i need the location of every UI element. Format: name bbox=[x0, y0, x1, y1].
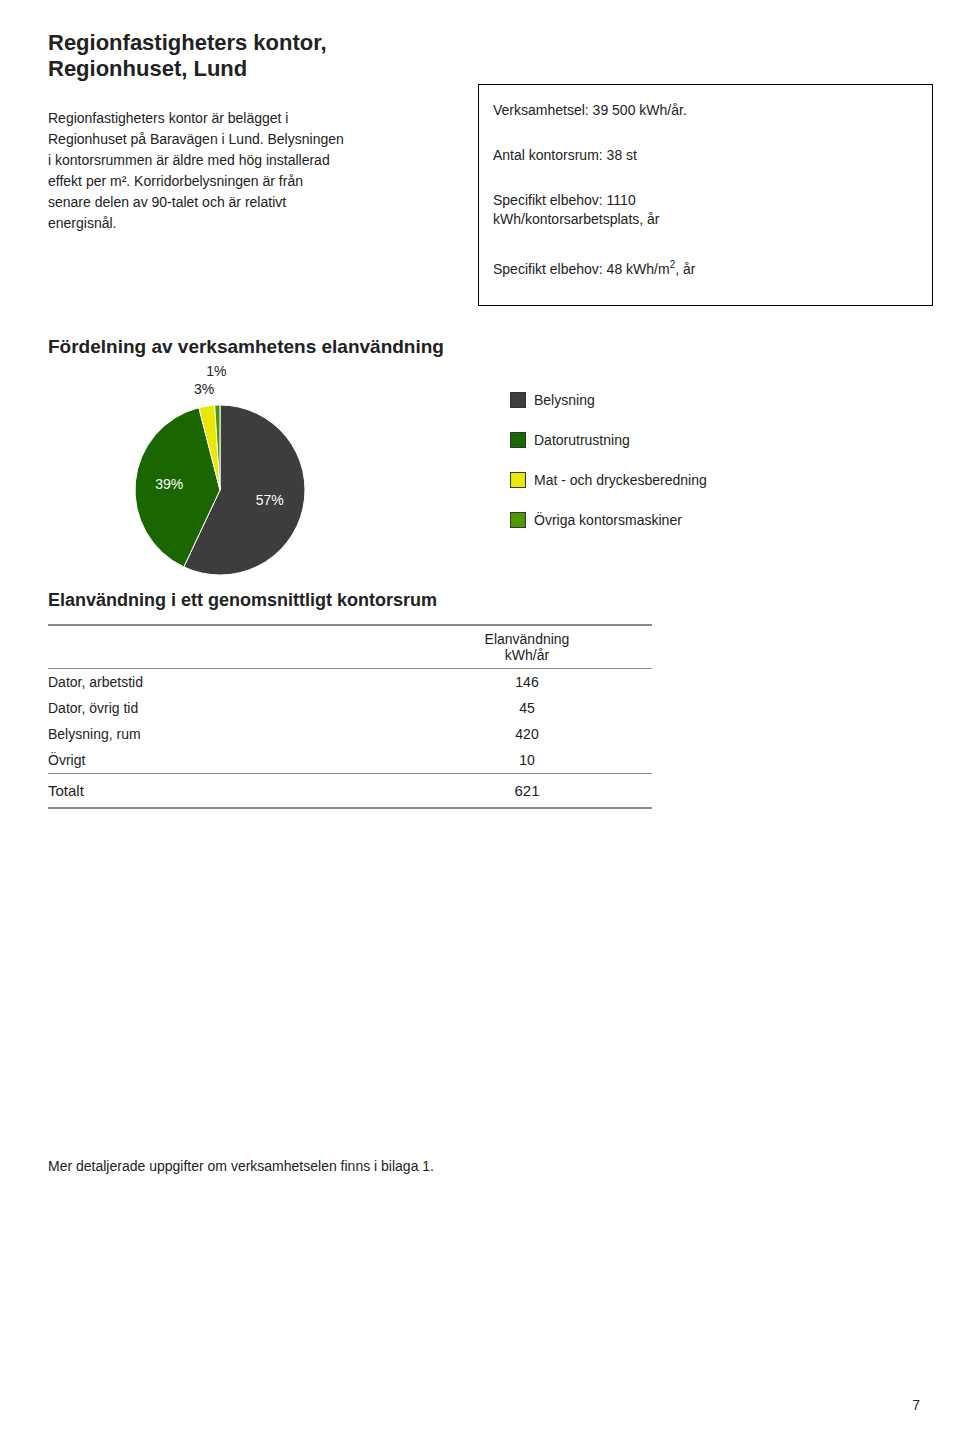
table-cell: 45 bbox=[402, 695, 652, 721]
info-item: Specifikt elbehov: 1110kWh/kontorsarbets… bbox=[493, 191, 918, 229]
table-row: Belysning, rum420 bbox=[48, 721, 652, 747]
legend-swatch bbox=[510, 472, 526, 488]
table-cell: 420 bbox=[402, 721, 652, 747]
legend-item: Övriga kontorsmaskiner bbox=[510, 508, 707, 532]
info-superscript: 2 bbox=[670, 259, 676, 270]
data-label: 1% bbox=[206, 363, 226, 379]
table-cell: Dator, övrig tid bbox=[48, 695, 402, 721]
body-text: senare delen av 90-talet och är relativt bbox=[48, 192, 286, 213]
legend-swatch bbox=[510, 392, 526, 408]
table-row: Övrigt10 bbox=[48, 747, 652, 774]
table-header-text: kWh/år bbox=[402, 647, 652, 663]
info-text: kWh/kontorsarbetsplats, år bbox=[493, 210, 918, 229]
table-body: Dator, arbetstid146Dator, övrig tid45Bel… bbox=[48, 669, 652, 809]
pie-slice bbox=[199, 405, 220, 490]
pie-chart: 57% 39% 3% 1% bbox=[20, 365, 420, 585]
table-row: Dator, övrig tid45 bbox=[48, 695, 652, 721]
legend: Belysning Datorutrustning Mat - och drycke… bbox=[510, 388, 707, 548]
page-title: Regionfastigheters kontor, bbox=[48, 30, 327, 55]
table: ElanvändningkWh/årDator, arbetstid146Dat… bbox=[48, 624, 652, 809]
info-text: Antal kontorsrum: 38 st bbox=[493, 146, 918, 165]
legend-swatch bbox=[510, 432, 526, 448]
pie-labels: 57% 39% 3% 1% bbox=[155, 363, 284, 508]
pie-slice bbox=[215, 405, 220, 490]
data-label: 3% bbox=[194, 381, 214, 397]
legend-item: Belysning bbox=[510, 388, 707, 412]
table-cell: 621 bbox=[402, 774, 652, 809]
table-cell: Belysning, rum bbox=[48, 721, 402, 747]
info-text: , år bbox=[675, 261, 695, 277]
page-number: 7 bbox=[912, 1395, 920, 1416]
legend-item: Datorutrustning bbox=[510, 428, 707, 452]
legend-item: Mat - och dryckesberedning bbox=[510, 468, 707, 492]
table-header-text: Elanvändning bbox=[402, 631, 652, 647]
table-row: Dator, arbetstid146 bbox=[48, 669, 652, 696]
body-text: effekt per m². Korridorbelysningen är fr… bbox=[48, 171, 303, 192]
table-cell: Övrigt bbox=[48, 747, 402, 774]
info-item: Specifikt elbehov: 48 kWh/m2, år bbox=[493, 255, 918, 279]
legend-swatch bbox=[510, 512, 526, 528]
page-title: Regionhuset, Lund bbox=[48, 56, 247, 81]
page: Regionfastigheters kontor,Regionhuset, L… bbox=[0, 0, 960, 1446]
table-total-row: Totalt621 bbox=[48, 774, 652, 809]
body-text: Regionfastigheters kontor är belägget i bbox=[48, 108, 288, 129]
table-header: ElanvändningkWh/år bbox=[402, 625, 652, 669]
table-cell: 10 bbox=[402, 747, 652, 774]
chart-title: Fördelning av verksamhetens elanvändning bbox=[48, 336, 444, 358]
legend-label: Mat - och dryckesberedning bbox=[534, 472, 707, 488]
table-cell: 146 bbox=[402, 669, 652, 696]
legend-label: Datorutrustning bbox=[534, 432, 630, 448]
info-box: Verksamhetsel: 39 500 kWh/år. Antal konto… bbox=[478, 84, 933, 306]
info-item: Antal kontorsrum: 38 st bbox=[493, 146, 918, 165]
pie-slices bbox=[135, 405, 305, 575]
table-cell: Totalt bbox=[48, 774, 402, 809]
table-header bbox=[48, 625, 402, 669]
info-text: Specifikt elbehov: 48 kWh/m bbox=[493, 261, 670, 277]
footer-text: Mer detaljerade uppgifter om verksamhets… bbox=[48, 1156, 434, 1177]
body-text: energisnål. bbox=[48, 213, 117, 234]
table-title: Elanvändning i ett genomsnittligt kontor… bbox=[48, 590, 437, 611]
table-header-row: ElanvändningkWh/år bbox=[48, 625, 652, 669]
table-cell: Dator, arbetstid bbox=[48, 669, 402, 696]
legend-label: Övriga kontorsmaskiner bbox=[534, 512, 682, 528]
legend-label: Belysning bbox=[534, 392, 595, 408]
data-label: 39% bbox=[155, 476, 183, 492]
body-text: Regionhuset på Baravägen i Lund. Belysni… bbox=[48, 129, 344, 150]
table-head: ElanvändningkWh/år bbox=[48, 625, 652, 669]
body-text: i kontorsrummen är äldre med hög install… bbox=[48, 150, 330, 171]
data-label: 57% bbox=[256, 492, 284, 508]
info-text: Verksamhetsel: 39 500 kWh/år. bbox=[493, 101, 918, 120]
info-item: Verksamhetsel: 39 500 kWh/år. bbox=[493, 101, 918, 120]
info-text: Specifikt elbehov: 1110 bbox=[493, 191, 918, 210]
